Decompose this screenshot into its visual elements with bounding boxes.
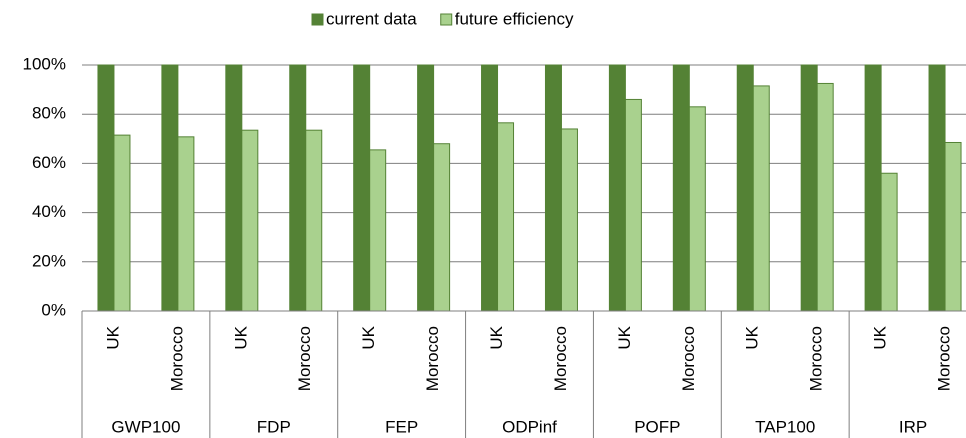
bar bbox=[433, 143, 451, 312]
y-tick-label: 40% bbox=[32, 202, 66, 221]
bar bbox=[688, 106, 706, 312]
bar bbox=[417, 64, 435, 312]
bar bbox=[736, 64, 754, 312]
bar bbox=[97, 64, 115, 312]
x-tick-label: Morocco bbox=[935, 326, 954, 391]
x-tick-label: Morocco bbox=[551, 326, 570, 391]
x-tick-label: UK bbox=[871, 325, 890, 349]
y-tick-label: 60% bbox=[32, 153, 66, 172]
bar bbox=[289, 64, 307, 312]
bar bbox=[608, 64, 626, 312]
bar bbox=[497, 122, 515, 312]
x-tick-label: UK bbox=[743, 325, 762, 349]
bar bbox=[481, 64, 499, 312]
bar bbox=[113, 134, 131, 312]
x-tick-label: UK bbox=[103, 325, 122, 349]
bar bbox=[305, 129, 323, 312]
y-tick-label: 0% bbox=[41, 300, 66, 319]
bar bbox=[816, 82, 834, 312]
x-tick-label: Morocco bbox=[295, 326, 314, 391]
x-tick-label: UK bbox=[359, 325, 378, 349]
group-label: TAP100 bbox=[755, 417, 815, 436]
group-label: GWP100 bbox=[111, 417, 180, 436]
bar bbox=[161, 64, 179, 312]
x-tick-label: Morocco bbox=[167, 326, 186, 391]
bar bbox=[944, 141, 962, 312]
group-label: POFP bbox=[634, 417, 680, 436]
group-label: ODPinf bbox=[502, 417, 557, 436]
bar bbox=[624, 98, 642, 312]
x-tick-label: Morocco bbox=[807, 326, 826, 391]
bar bbox=[241, 129, 259, 312]
bar bbox=[544, 64, 562, 312]
x-tick-label: UK bbox=[487, 325, 506, 349]
x-tick-label: Morocco bbox=[679, 326, 698, 391]
bar bbox=[864, 64, 882, 312]
bar bbox=[880, 172, 898, 312]
group-label: FDP bbox=[257, 417, 291, 436]
legend-swatch bbox=[311, 13, 324, 26]
y-tick-label: 20% bbox=[32, 251, 66, 270]
legend-label: future efficiency bbox=[455, 9, 574, 28]
bar bbox=[928, 64, 946, 312]
x-tick-label: Morocco bbox=[423, 326, 442, 391]
y-tick-label: 100% bbox=[23, 54, 66, 73]
bar bbox=[369, 149, 387, 312]
bar bbox=[560, 128, 578, 312]
x-tick-label: UK bbox=[615, 325, 634, 349]
bar bbox=[177, 136, 195, 312]
bar bbox=[353, 64, 371, 312]
legend-swatch bbox=[440, 13, 453, 26]
x-tick-label: UK bbox=[231, 325, 250, 349]
group-label: FEP bbox=[385, 417, 418, 436]
bar bbox=[225, 64, 243, 312]
bar bbox=[752, 85, 770, 312]
bar bbox=[800, 64, 818, 312]
bar bbox=[672, 64, 690, 312]
y-tick-label: 80% bbox=[32, 104, 66, 123]
group-label: IRP bbox=[899, 417, 927, 436]
legend-label: current data bbox=[326, 9, 417, 28]
